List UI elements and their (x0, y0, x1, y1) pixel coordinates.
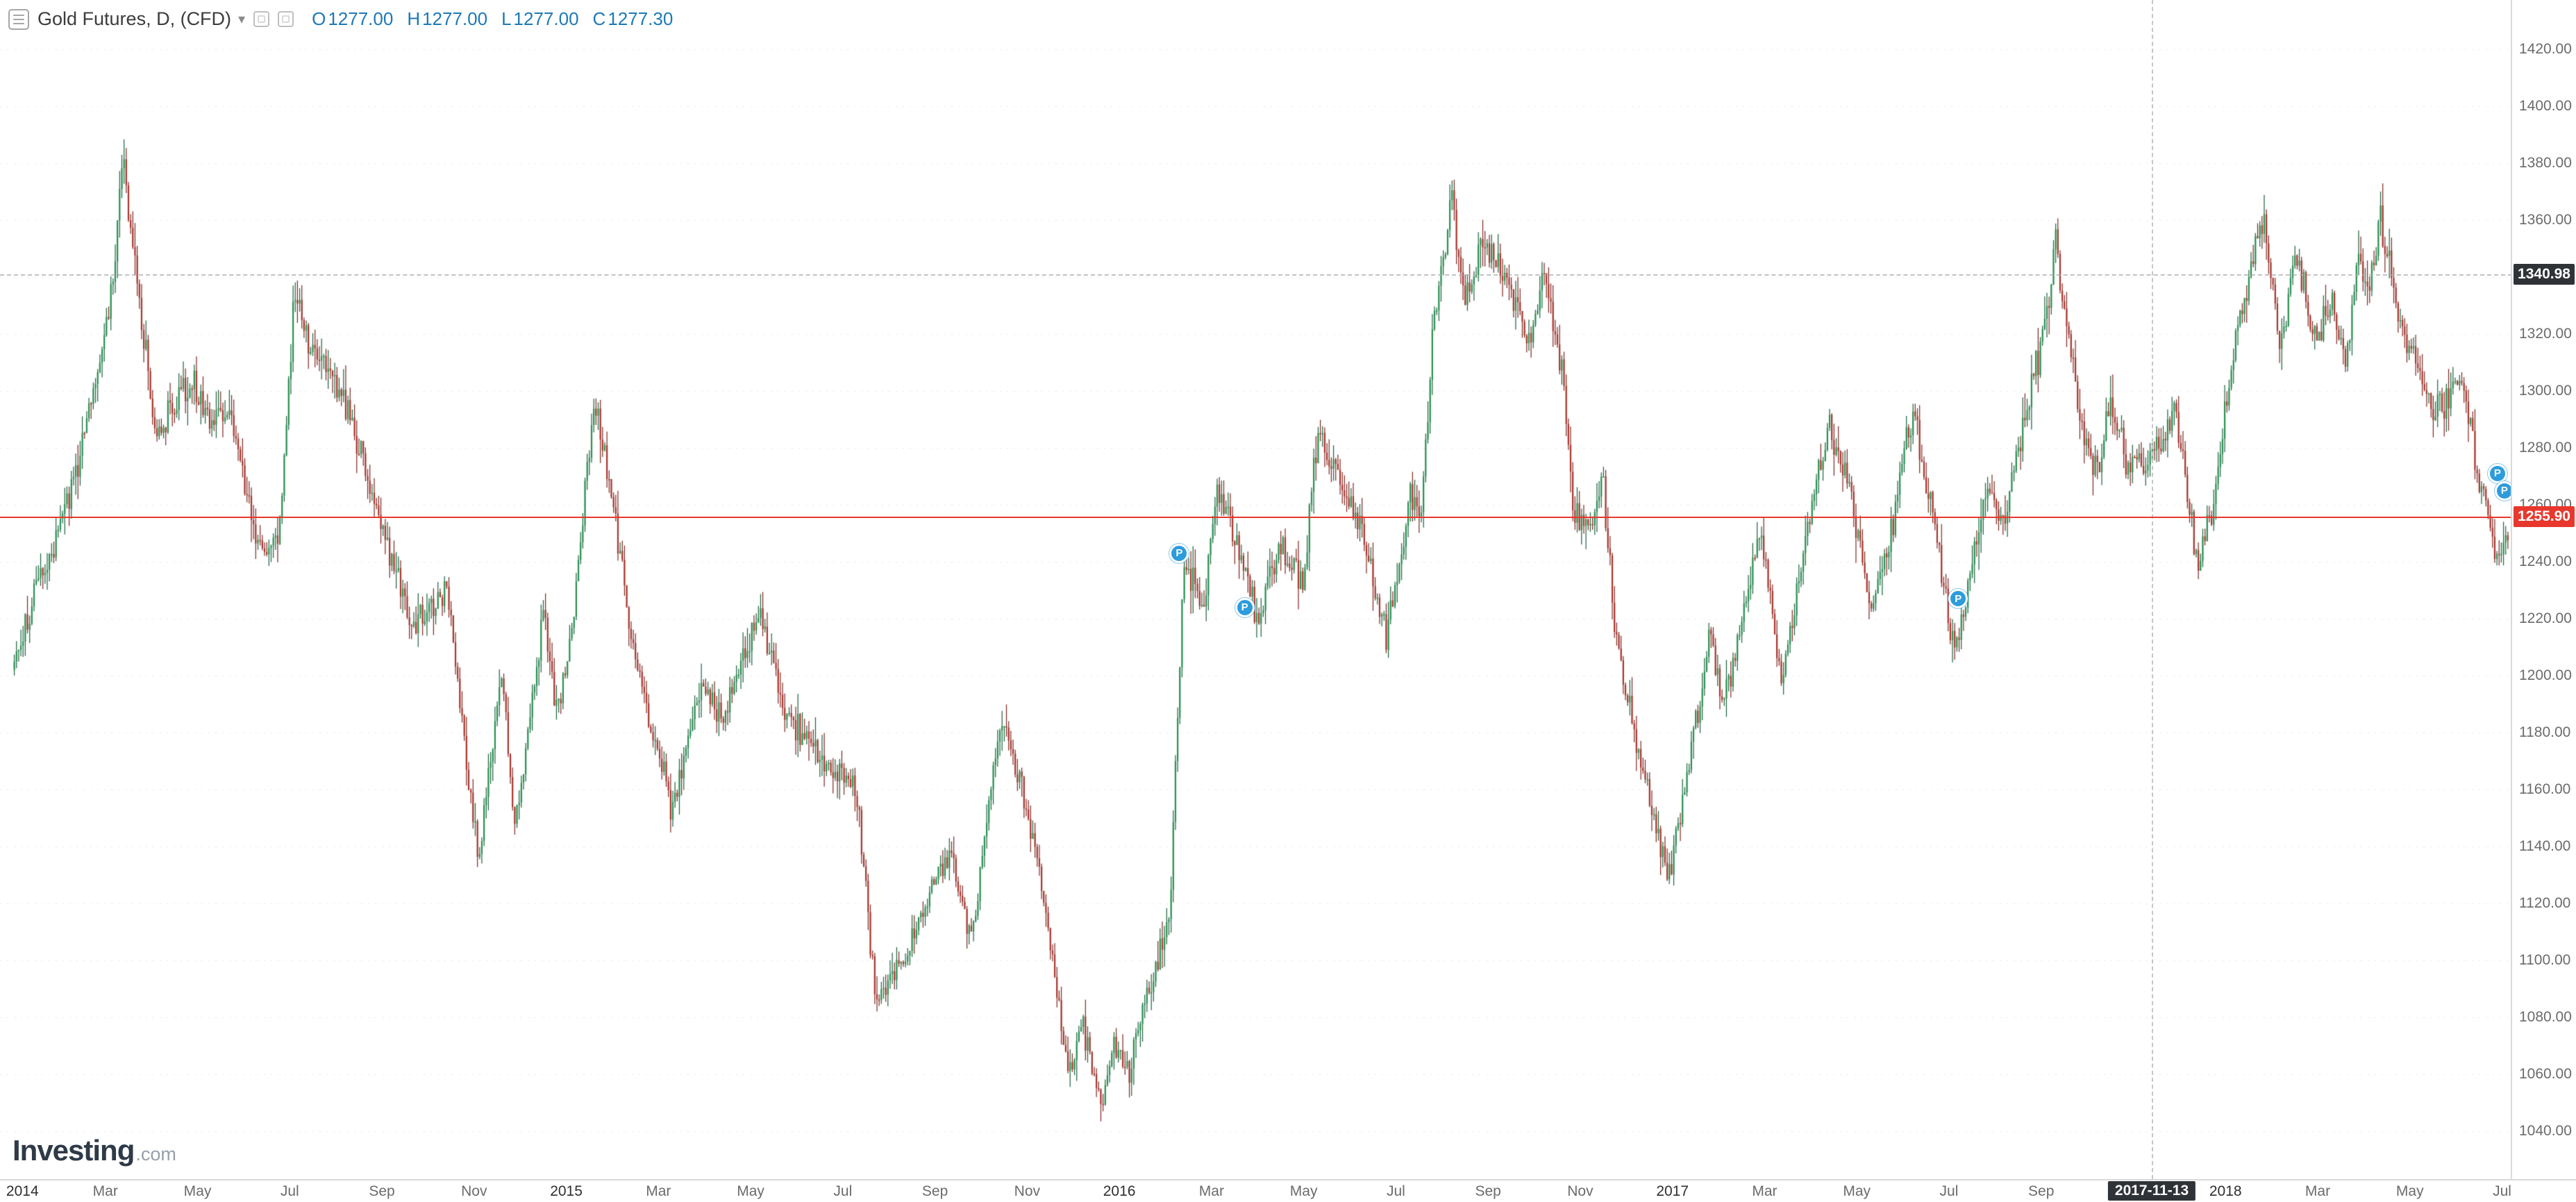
time-tick-year: 2018 (2209, 1183, 2242, 1199)
investing-logo: Investing .com (12, 1134, 176, 1167)
time-tick-month: May (183, 1183, 212, 1199)
time-tick-month: Mar (1198, 1183, 1224, 1199)
time-tick-year: 2014 (6, 1183, 39, 1199)
alert-pin-icon[interactable]: P (1948, 589, 1968, 609)
ohlc-low: L 1277.00 (501, 8, 579, 29)
price-tick-label: 1160.00 (2519, 781, 2571, 797)
time-tick-month: Sep (2028, 1183, 2055, 1199)
chart-legend: Gold Futures, D, (CFD) ▾ O 1277.00 H 1277.… (8, 8, 673, 30)
price-tick-label: 1360.00 (2519, 212, 2572, 228)
price-tick-label: 1080.00 (2519, 1009, 2572, 1025)
price-tick-label: 1240.00 (2519, 553, 2572, 569)
ohlc-readout: O 1277.00 H 1277.00 L 1277.00 C 1277.30 (312, 8, 673, 30)
price-tick-label: 1120.00 (2519, 895, 2571, 911)
time-tick-year: 2017 (1656, 1183, 1689, 1199)
time-tick-month: Jul (2493, 1183, 2511, 1199)
price-tick-label: 1420.00 (2519, 41, 2572, 57)
price-tick-label: 1320.00 (2519, 326, 2572, 342)
ohlc-close: C 1277.30 (592, 8, 674, 29)
time-tick-month: Mar (2305, 1183, 2331, 1199)
menu-icon[interactable] (8, 8, 29, 30)
time-tick-month: Nov (1567, 1183, 1594, 1199)
time-tick-month: May (737, 1183, 764, 1199)
price-tick-label: 1380.00 (2519, 155, 2572, 171)
time-tick-month: Sep (369, 1183, 395, 1199)
settings-icon[interactable] (278, 11, 294, 27)
alert-pin-icon[interactable]: P (1235, 597, 1255, 617)
price-tick-label: 1220.00 (2519, 610, 2572, 626)
time-tick-month: Mar (646, 1183, 671, 1199)
ohlc-open: O 1277.00 (312, 8, 394, 29)
alert-pin-icon[interactable]: P (1169, 543, 1189, 563)
time-tick-month: May (2395, 1183, 2424, 1199)
ohlc-high: H 1277.00 (407, 8, 488, 29)
time-tick-month: Jul (1939, 1183, 1959, 1199)
price-tag-current: 1255.90 (2514, 506, 2575, 527)
price-tick-label: 1060.00 (2519, 1066, 2572, 1082)
time-tick-month: May (1843, 1183, 1871, 1199)
alert-pin-icon[interactable]: P (2487, 463, 2507, 483)
marked-level-line (0, 274, 2512, 276)
chart-plot-canvas[interactable] (0, 0, 2512, 1179)
time-tick-month: Jul (280, 1183, 299, 1199)
time-tick-month: Jul (1386, 1183, 1405, 1199)
time-tick-month: Sep (921, 1183, 948, 1199)
symbol-title[interactable]: Gold Futures, D, (CFD) (37, 8, 232, 29)
price-tick-label: 1300.00 (2519, 383, 2572, 399)
price-tick-label: 1280.00 (2519, 440, 2572, 456)
visibility-icon[interactable] (253, 11, 270, 27)
time-tick-month: Mar (1752, 1183, 1778, 1199)
price-tick-label: 1140.00 (2519, 838, 2571, 854)
time-tick-month: Jul (833, 1183, 853, 1199)
current-price-line (0, 516, 2512, 518)
chevron-down-icon[interactable]: ▾ (238, 12, 246, 27)
price-tick-label: 1180.00 (2519, 724, 2571, 740)
price-axis[interactable]: 1420.001400.001380.001360.001340.001320.… (2511, 0, 2576, 1180)
time-tick-month: May (1289, 1183, 1318, 1199)
price-tag-marked: 1340.98 (2514, 263, 2575, 285)
time-axis[interactable]: 2014 Mar May Jul Sep Nov 2015 Mar May Jul Sep Nov 20… (0, 1179, 2576, 1202)
price-tick-label: 1400.00 (2519, 98, 2572, 114)
price-tick-label: 1100.00 (2519, 952, 2571, 968)
marked-date-line (2152, 0, 2154, 1179)
time-tick-month: Sep (1475, 1183, 1501, 1199)
date-tag: 2017-11-13 (2107, 1181, 2196, 1201)
time-tick-year: 2016 (1103, 1183, 1136, 1199)
price-tick-label: 1040.00 (2519, 1123, 2572, 1139)
time-tick-month: Nov (461, 1183, 487, 1199)
price-tick-label: 1200.00 (2519, 667, 2572, 683)
time-tick-month: Nov (1014, 1183, 1041, 1199)
time-tick-year: 2015 (550, 1183, 583, 1199)
time-tick-month: Mar (92, 1183, 118, 1199)
